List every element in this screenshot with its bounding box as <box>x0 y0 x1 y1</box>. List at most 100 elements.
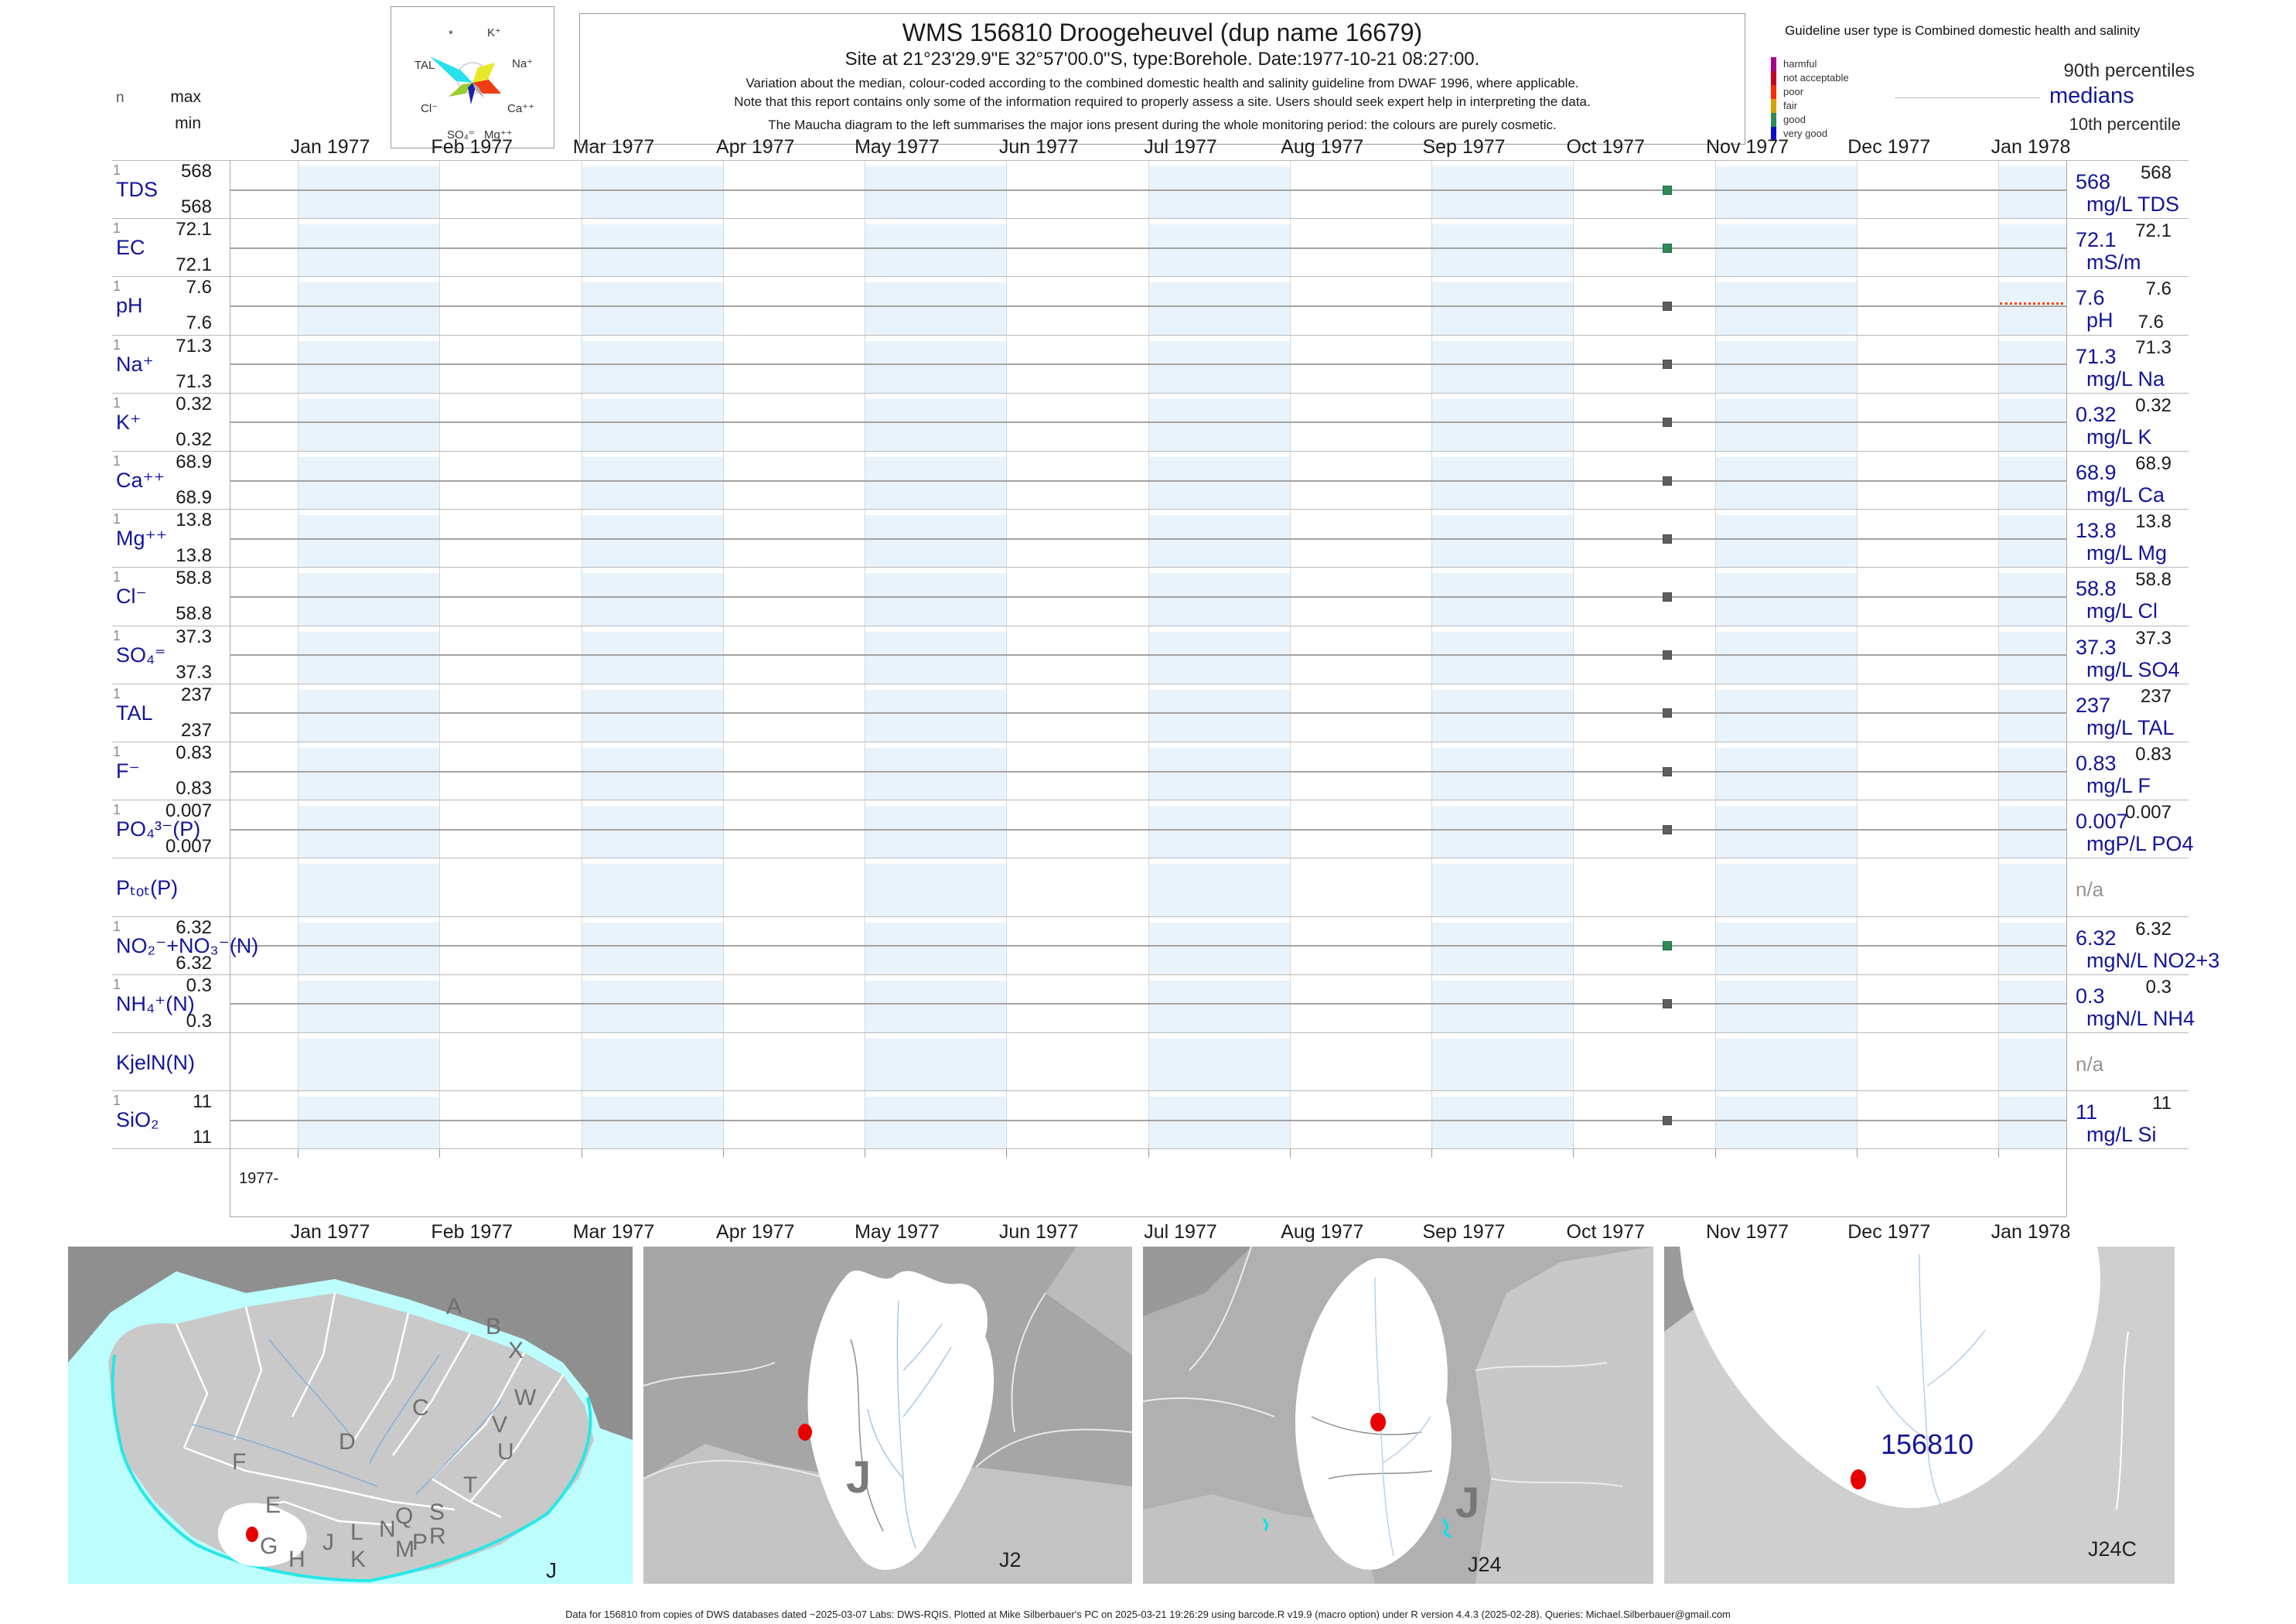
drainage-region-letter: V <box>492 1412 507 1438</box>
row-parameter-name: SO₄⁼ <box>116 643 166 667</box>
month-band <box>1148 457 1290 510</box>
row-min-value: 0.3 <box>186 1010 212 1032</box>
row-n-value: 1 <box>113 511 121 527</box>
month-band <box>865 748 1007 800</box>
median-line <box>230 479 2066 482</box>
map2-boundaries <box>643 1292 1132 1479</box>
month-band <box>1431 980 1574 1032</box>
row-separator-line <box>112 451 2189 452</box>
month-band <box>865 1039 1007 1091</box>
month-band <box>1148 689 1290 742</box>
row-min-value: 7.6 <box>186 312 212 334</box>
month-band <box>1431 1039 1574 1091</box>
median-line <box>230 1003 2066 1005</box>
row-median-value: 0.32 <box>2076 402 2117 426</box>
median-line <box>230 712 2066 715</box>
month-label-top: Aug 1977 <box>1281 136 1364 158</box>
sample-marker <box>1662 708 1672 718</box>
row-na-value: n/a <box>2076 878 2104 902</box>
row-unit-label: mgP/L PO4 <box>2086 832 2194 856</box>
month-band <box>1714 224 1857 277</box>
sample-marker <box>1662 243 1672 253</box>
month-band <box>1714 457 1857 510</box>
month-band <box>298 922 440 974</box>
month-band <box>581 806 723 858</box>
month-band <box>581 515 723 568</box>
drainage-region-letter: X <box>508 1338 524 1363</box>
guideline-class-label: good <box>1783 114 1806 125</box>
month-band <box>1431 224 1574 277</box>
median-line <box>230 247 2066 249</box>
row-parameter-name: NO₂⁻+NO₃⁻(N) <box>116 933 259 957</box>
drainage-region-letter: D <box>339 1429 356 1455</box>
month-band <box>298 1039 440 1091</box>
month-label-top: Jun 1977 <box>998 136 1079 158</box>
map3-subcatchment-boundaries <box>1311 1416 1433 1479</box>
row-separator-line <box>112 509 2189 510</box>
median-line <box>230 363 2066 366</box>
row-p90-value: 568 <box>2140 162 2171 183</box>
month-label-bottom: Feb 1977 <box>431 1221 513 1244</box>
month-band <box>1431 282 1574 335</box>
month-band <box>1998 282 2066 335</box>
row-max-value: 568 <box>180 161 212 182</box>
month-band <box>1714 398 1857 451</box>
month-band <box>298 340 440 393</box>
guideline-class-swatch <box>1771 71 1776 85</box>
row-n-value: 1 <box>113 453 121 469</box>
row-max-value: 0.3 <box>186 974 212 996</box>
maucha-diagram: * K⁺ TAL Na⁺ Cl⁻ Ca⁺⁺ SO₄⁼ Mg⁺⁺ <box>415 26 534 142</box>
row-separator-line <box>112 567 2189 568</box>
note-disclaimer: Note that this report contains only some… <box>734 94 1591 109</box>
month-band <box>1431 457 1574 510</box>
row-parameter-name: K⁺ <box>116 410 142 434</box>
month-band <box>1431 689 1574 742</box>
row-min-value: 568 <box>180 196 212 217</box>
map-quaternary-catchment: 156810 J24C <box>1664 1247 2175 1584</box>
map4-boundary <box>2116 1331 2129 1510</box>
month-band <box>865 573 1007 626</box>
row-min-value: 13.8 <box>176 545 212 567</box>
month-tick <box>1714 1148 1716 1158</box>
month-band <box>298 631 440 684</box>
median-line <box>230 189 2066 191</box>
month-band <box>1431 806 1574 858</box>
median-line <box>230 596 2066 598</box>
row-separator-line <box>112 276 2189 278</box>
month-band <box>1148 398 1290 451</box>
drainage-region-letter: H <box>288 1547 305 1572</box>
month-band <box>865 515 1007 568</box>
row-parameter-name: EC <box>116 236 145 260</box>
row-median-value: 37.3 <box>2076 635 2117 659</box>
max-column-header: max <box>170 88 201 106</box>
month-band <box>1431 573 1574 626</box>
month-band <box>1998 398 2066 451</box>
maucha-segment-cl <box>449 83 473 97</box>
month-tick <box>1998 1148 1999 1158</box>
month-band <box>1431 398 1574 451</box>
month-band <box>865 282 1007 335</box>
row-p90-value: 7.6 <box>2145 278 2171 300</box>
row-unit-label: mg/L Ca <box>2086 483 2165 507</box>
month-band <box>1998 1039 2066 1091</box>
row-n-value: 1 <box>113 220 121 237</box>
month-band <box>1998 224 2066 277</box>
min-column-header: min <box>175 114 201 132</box>
month-band <box>1998 457 2066 510</box>
row-max-value: 13.8 <box>176 510 212 531</box>
month-band <box>1148 515 1290 568</box>
map1-rivers <box>191 1339 502 1495</box>
row-unit-label: mg/L Cl <box>2086 599 2158 623</box>
month-band <box>581 340 723 393</box>
month-band <box>1714 922 1857 974</box>
month-band <box>581 748 723 800</box>
row-unit-label: mg/L Na <box>2086 367 2165 391</box>
row-unit-label: mg/L TAL <box>2086 715 2175 739</box>
drainage-region-letter: W <box>514 1385 537 1411</box>
maucha-segment-so4 <box>468 83 476 104</box>
map3-code-label: J24 <box>1468 1553 1502 1576</box>
row-p90-value: 13.8 <box>2135 511 2171 533</box>
